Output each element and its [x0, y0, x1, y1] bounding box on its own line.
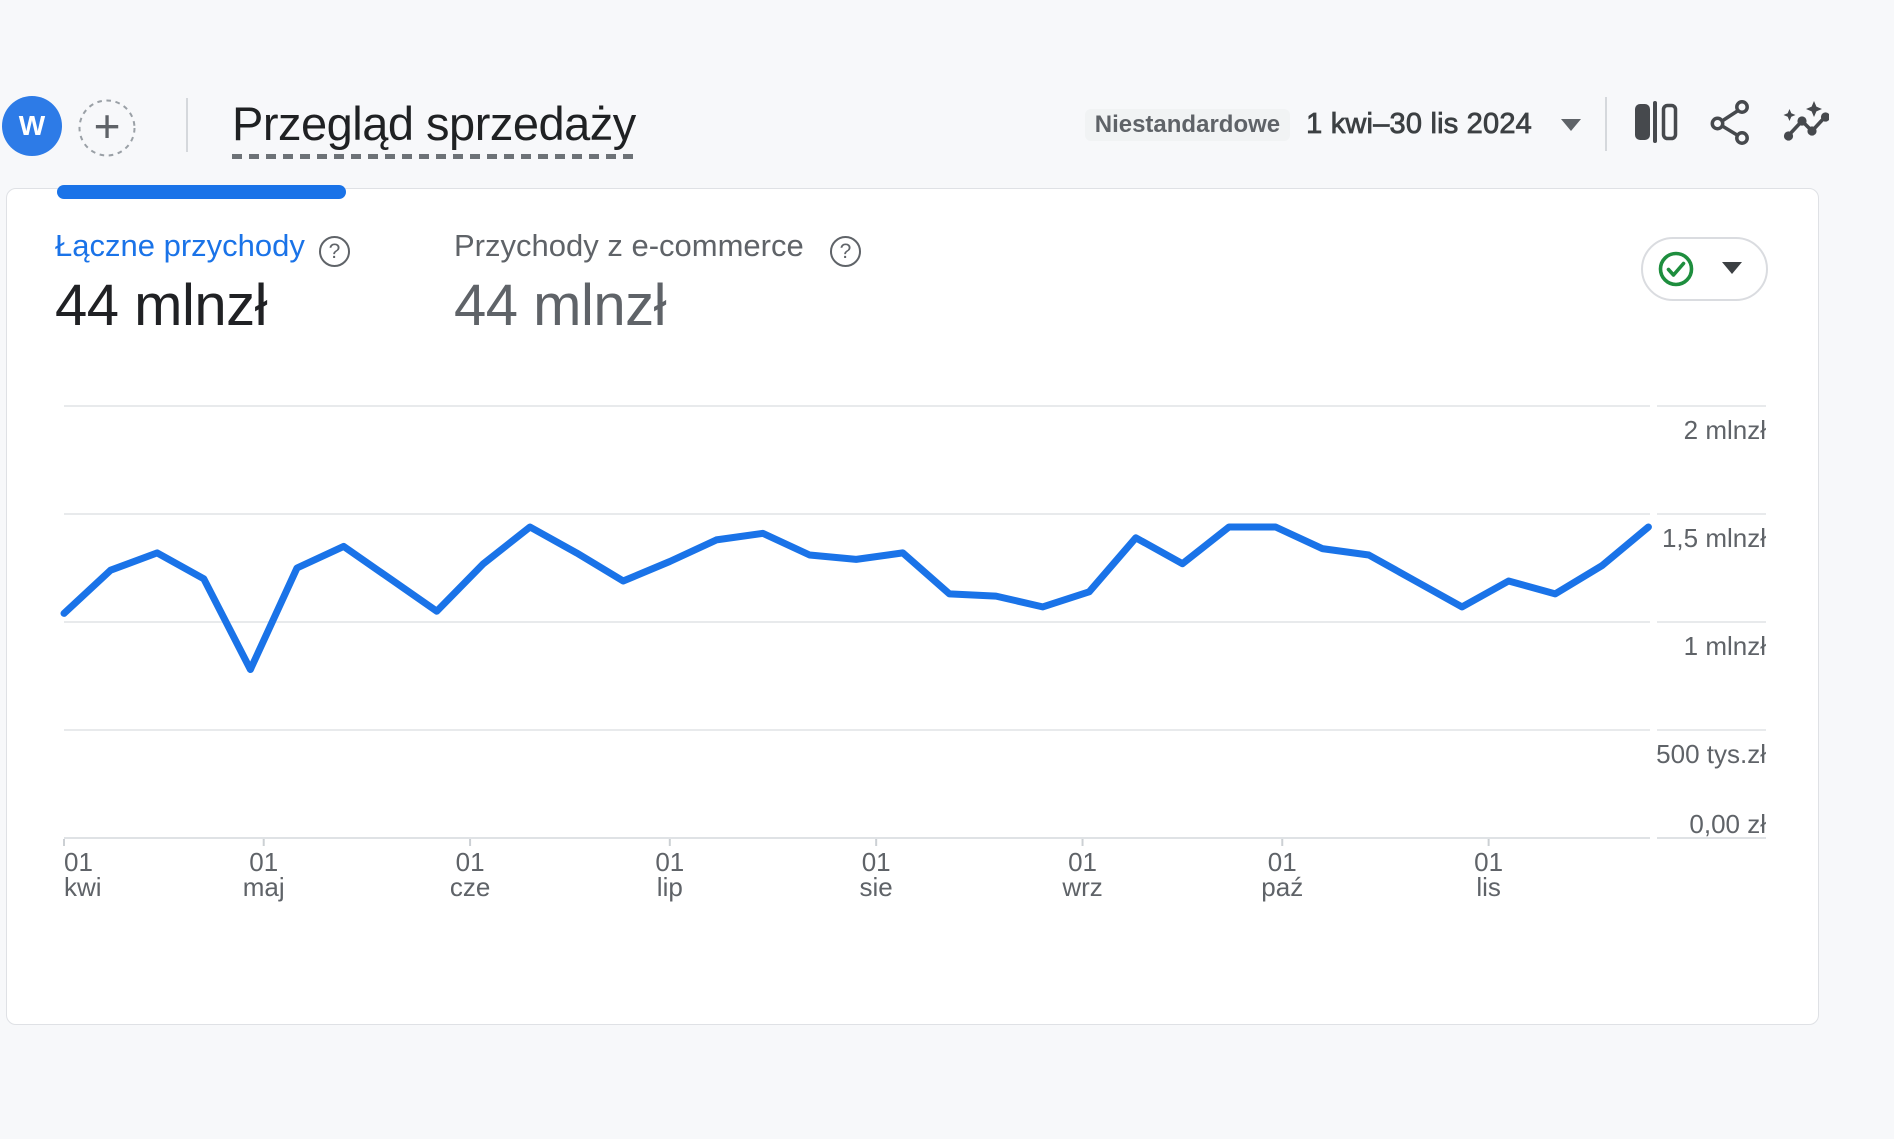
data-quality-check-icon — [1658, 251, 1694, 287]
date-range-caret-icon — [1561, 118, 1581, 131]
compare-button[interactable] — [1633, 100, 1679, 146]
help-icon[interactable]: ? — [319, 236, 350, 267]
x-axis-label: 01 lis — [1474, 847, 1504, 902]
selected-metric-tab-indicator[interactable] — [57, 185, 346, 199]
x-axis-label: 01 maj — [242, 847, 285, 902]
metric-total-revenue-label[interactable]: Łączne przychody — [55, 228, 305, 263]
y-axis-label: 500 tys.zł — [1656, 739, 1766, 769]
x-axis-label: 01 sie — [859, 847, 893, 902]
metric-ecommerce-revenue[interactable]: Przychody z e-commerce 44 mlnzł — [454, 228, 804, 336]
x-axis-label: 01 wrz — [1062, 847, 1103, 902]
x-axis-label: 01 kwi — [64, 847, 102, 902]
report-title-wrap[interactable]: Przegląd sprzedaży — [232, 100, 636, 159]
y-axis-label: 1 mlnzł — [1683, 631, 1766, 661]
y-axis-label: 0,00 zł — [1689, 809, 1766, 839]
insights-icon — [1783, 101, 1829, 141]
header-divider-left — [186, 98, 188, 152]
y-axis-label: 1,5 mlnzł — [1661, 523, 1766, 553]
x-axis-label: 01 lip — [655, 847, 685, 902]
date-range-control[interactable]: Niestandardowe 1 kwi–30 lis 2024 — [1084, 108, 1581, 141]
share-icon — [1710, 100, 1749, 145]
data-quality-button[interactable] — [1641, 237, 1768, 301]
metric-ecommerce-revenue-value: 44 mlnzł — [454, 273, 666, 338]
share-button[interactable] — [1708, 100, 1754, 146]
dashed-circle — [78, 99, 136, 157]
metric-total-revenue-value: 44 mlnzł — [55, 273, 267, 338]
metric-ecommerce-revenue-label[interactable]: Przychody z e-commerce — [454, 228, 804, 263]
x-axis-label: 01 cze — [449, 847, 491, 902]
workspace-avatar-letter: W — [18, 110, 46, 141]
report-card — [6, 188, 1819, 1025]
y-axis-label: 2 mlnzł — [1683, 415, 1766, 445]
insights-button[interactable] — [1783, 100, 1829, 146]
add-report-tab-button[interactable]: + — [78, 99, 136, 157]
revenue-line-series — [60, 523, 1652, 673]
header-divider-right — [1605, 97, 1607, 151]
title-editable-underline — [232, 154, 636, 159]
metric-total-revenue[interactable]: Łączne przychody 44 mlnzł — [55, 228, 305, 336]
help-icon[interactable]: ? — [830, 236, 861, 267]
comparison-badge: Niestandardowe — [1084, 108, 1291, 141]
page-title[interactable]: Przegląd sprzedaży — [232, 97, 636, 150]
x-axis-label: 01 paź — [1261, 847, 1304, 902]
workspace-avatar[interactable]: W — [2, 96, 62, 156]
plus-icon: + — [93, 99, 121, 152]
compare-icon — [1635, 104, 1650, 140]
data-quality-caret-icon — [1722, 262, 1742, 274]
date-range-text: 1 kwi–30 lis 2024 — [1306, 108, 1532, 141]
